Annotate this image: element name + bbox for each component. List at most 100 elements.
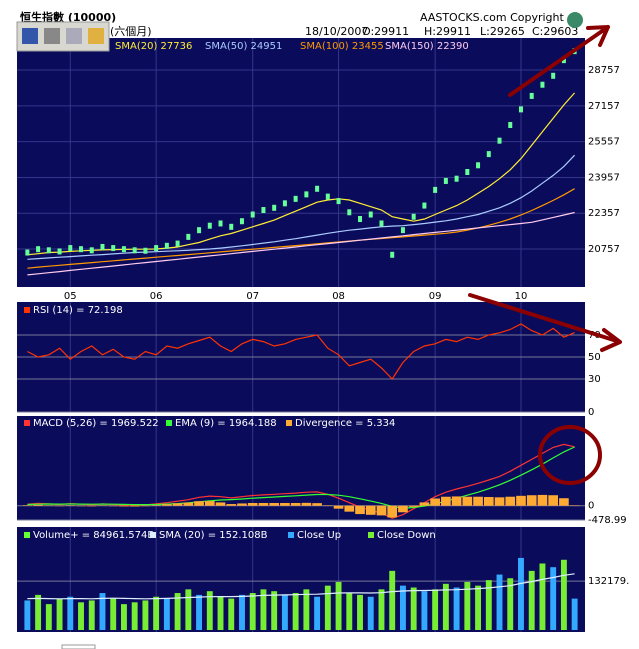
candle	[400, 227, 405, 234]
bar	[357, 594, 363, 630]
bar	[507, 578, 514, 630]
bar	[239, 594, 245, 630]
x-tick-label: 08	[332, 291, 345, 302]
candle	[121, 246, 126, 253]
chart-title: 恒生指數 (10000)	[20, 10, 116, 24]
bar	[569, 505, 580, 507]
bar	[518, 557, 524, 630]
low: L:29265	[480, 25, 525, 38]
legend-swatch	[368, 532, 374, 538]
bar	[292, 593, 299, 630]
bar	[432, 589, 439, 630]
candle	[325, 193, 330, 200]
bar	[249, 593, 256, 630]
close: C:29603	[532, 25, 578, 38]
bar	[550, 567, 557, 630]
bar	[142, 600, 149, 630]
bar	[129, 505, 140, 507]
bar	[54, 505, 65, 507]
bar	[228, 598, 235, 630]
mail-icon[interactable]	[66, 28, 82, 44]
annotations	[468, 25, 622, 485]
series-line	[27, 92, 576, 256]
bar	[88, 600, 95, 630]
candle	[207, 222, 212, 229]
series-line	[27, 446, 575, 509]
bar	[153, 596, 160, 630]
candle	[315, 185, 320, 192]
bar	[355, 505, 365, 515]
bar	[110, 598, 117, 630]
bar	[56, 598, 63, 630]
series-line	[27, 323, 575, 380]
y-tick-label: 25557	[588, 137, 620, 148]
logo-icon	[567, 12, 583, 28]
candle	[551, 72, 556, 79]
candle	[529, 92, 534, 99]
candle	[358, 215, 363, 222]
x-tick-label: 06	[150, 291, 163, 302]
bar	[22, 505, 33, 506]
y-tick-label: 0	[588, 501, 594, 512]
candle	[57, 248, 62, 255]
bar	[485, 580, 492, 630]
bar	[376, 505, 387, 516]
y-tick-label: 28757	[588, 65, 620, 76]
bar	[280, 502, 290, 506]
bar	[260, 589, 267, 630]
bar	[442, 583, 449, 630]
print-icon[interactable]	[44, 28, 60, 44]
candle	[443, 177, 448, 184]
bar	[120, 604, 127, 630]
bar	[408, 505, 419, 507]
series-line	[27, 188, 575, 269]
candle	[36, 246, 41, 253]
bar	[151, 505, 161, 506]
candle	[508, 122, 513, 129]
circle-mark	[538, 425, 602, 485]
candle	[486, 151, 491, 158]
bar	[410, 587, 417, 630]
candle	[272, 204, 277, 211]
legend-label: MACD (5,26) = 1969.522	[33, 418, 159, 429]
up-arrow	[508, 25, 610, 97]
bar	[290, 502, 301, 506]
bar	[174, 593, 181, 630]
folder-icon[interactable]	[88, 28, 104, 44]
bar	[399, 585, 406, 630]
candle	[261, 207, 266, 214]
candle	[100, 243, 105, 250]
period: (六個月)	[110, 25, 152, 38]
candle	[68, 245, 73, 252]
candle	[476, 162, 481, 169]
legend-label: Volume+ = 84961.574B	[33, 530, 154, 541]
bar	[24, 600, 31, 630]
bar	[378, 589, 385, 630]
bar	[537, 494, 548, 506]
candle	[79, 246, 84, 253]
bar	[172, 503, 183, 506]
x-tick-label: 05	[64, 291, 77, 302]
bar	[301, 502, 312, 506]
bar	[526, 495, 537, 506]
legend-swatch	[24, 420, 30, 426]
bar	[539, 563, 546, 630]
bar	[204, 501, 215, 506]
y-tick-label: 132179.	[588, 576, 629, 587]
bar	[67, 596, 74, 630]
legend-label: Divergence = 5.334	[295, 418, 395, 429]
bar	[494, 497, 505, 506]
legend-label: EMA (9) = 1964.188	[175, 418, 277, 429]
bar	[185, 589, 192, 630]
bar	[398, 505, 408, 513]
bar	[99, 593, 106, 630]
bar	[314, 596, 321, 630]
save-icon[interactable]	[22, 28, 38, 44]
y-tick-label: 23957	[588, 172, 620, 183]
candle	[164, 242, 169, 249]
candle	[154, 245, 159, 252]
y-tick-label: 20757	[588, 244, 620, 255]
bar	[196, 594, 203, 630]
legend-label: SMA (20) = 152.108B	[159, 530, 268, 541]
y-tick-label: 27157	[588, 101, 620, 112]
